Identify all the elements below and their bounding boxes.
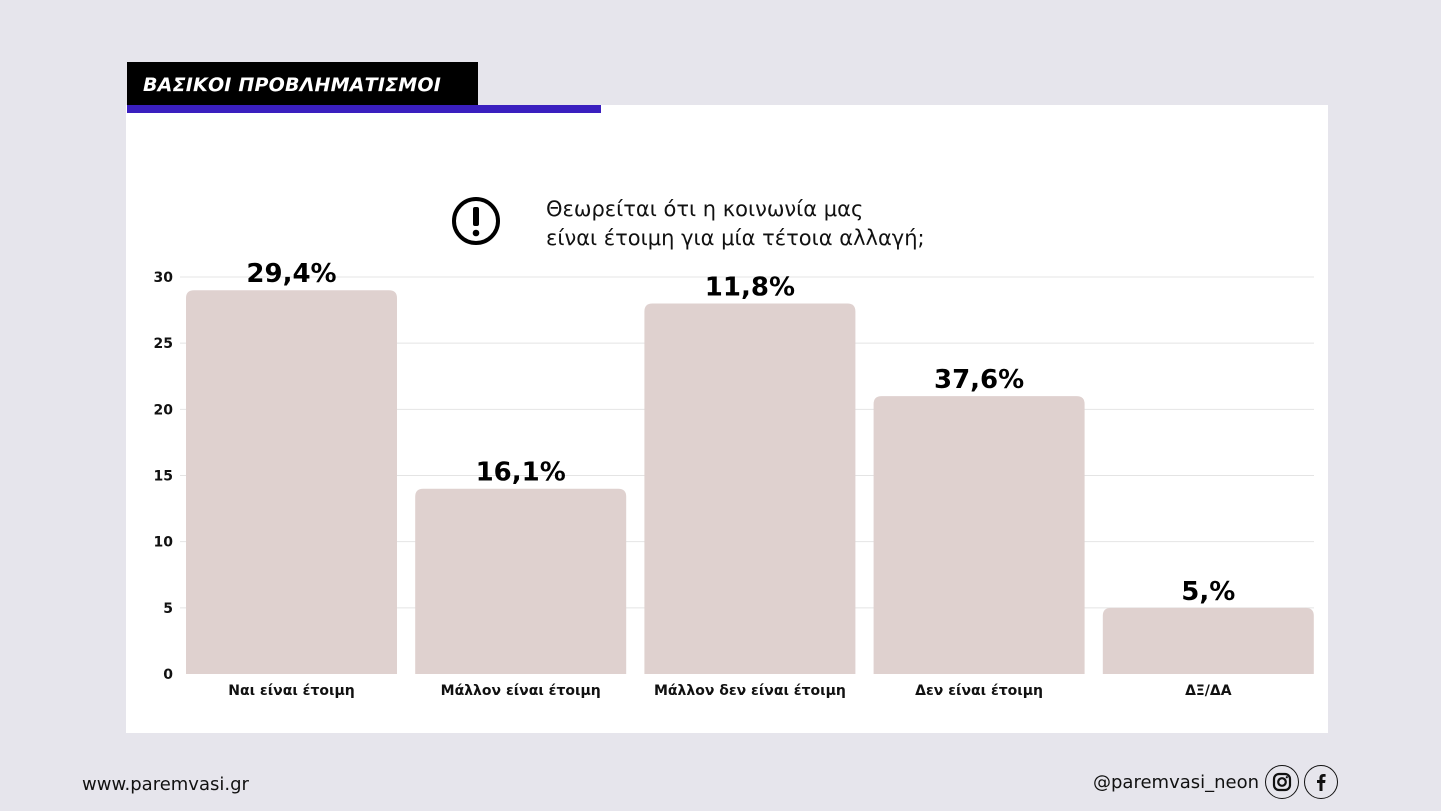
x-tick-label: Ναι είναι έτοιμη: [228, 683, 354, 699]
question-line-2: είναι έτοιμη για μία τέτοια αλλαγή;: [546, 226, 925, 250]
data-label: 29,4%: [246, 259, 336, 289]
y-tick-label: 25: [154, 336, 173, 352]
y-tick-label: 20: [154, 402, 174, 418]
facebook-icon[interactable]: [1304, 765, 1338, 799]
bar: [415, 488, 627, 674]
data-label: 11,8%: [705, 272, 795, 302]
data-label: 37,6%: [934, 365, 1024, 395]
instagram-icon[interactable]: [1265, 765, 1299, 799]
data-label: 16,1%: [476, 458, 566, 488]
y-tick-label: 10: [154, 535, 174, 551]
section-header: ΒΑΣΙΚΟΙ ΠΡΟΒΛΗΜΑΤΙΣΜΟΙ: [127, 62, 478, 106]
website-link[interactable]: www.paremvasi.gr: [82, 774, 249, 795]
data-label: 5,%: [1181, 577, 1235, 607]
section-title: ΒΑΣΙΚΟΙ ΠΡΟΒΛΗΜΑΤΙΣΜΟΙ: [143, 74, 442, 96]
bar: [1102, 607, 1314, 674]
accent-bar: [127, 105, 601, 113]
y-tick-label: 0: [163, 667, 173, 683]
survey-question: Θεωρείται ότι η κοινωνία μας είναι έτοιμ…: [546, 195, 925, 253]
question-line-1: Θεωρείται ότι η κοινωνία μας: [546, 197, 864, 221]
y-tick-label: 30: [154, 270, 174, 286]
x-tick-label: Δεν είναι έτοιμη: [915, 683, 1043, 699]
bar: [873, 396, 1085, 674]
exclamation-circle-icon: [452, 197, 500, 245]
social-handle[interactable]: @paremvasi_neon: [1093, 772, 1260, 793]
bar: [644, 303, 856, 674]
y-tick-label: 5: [163, 601, 173, 617]
x-tick-label: ΔΞ/ΔΑ: [1185, 683, 1232, 699]
x-tick-label: Μάλλον είναι έτοιμη: [441, 683, 601, 699]
bar: [186, 290, 397, 674]
x-tick-label: Μάλλον δεν είναι έτοιμη: [654, 683, 846, 699]
y-tick-label: 15: [154, 469, 173, 485]
